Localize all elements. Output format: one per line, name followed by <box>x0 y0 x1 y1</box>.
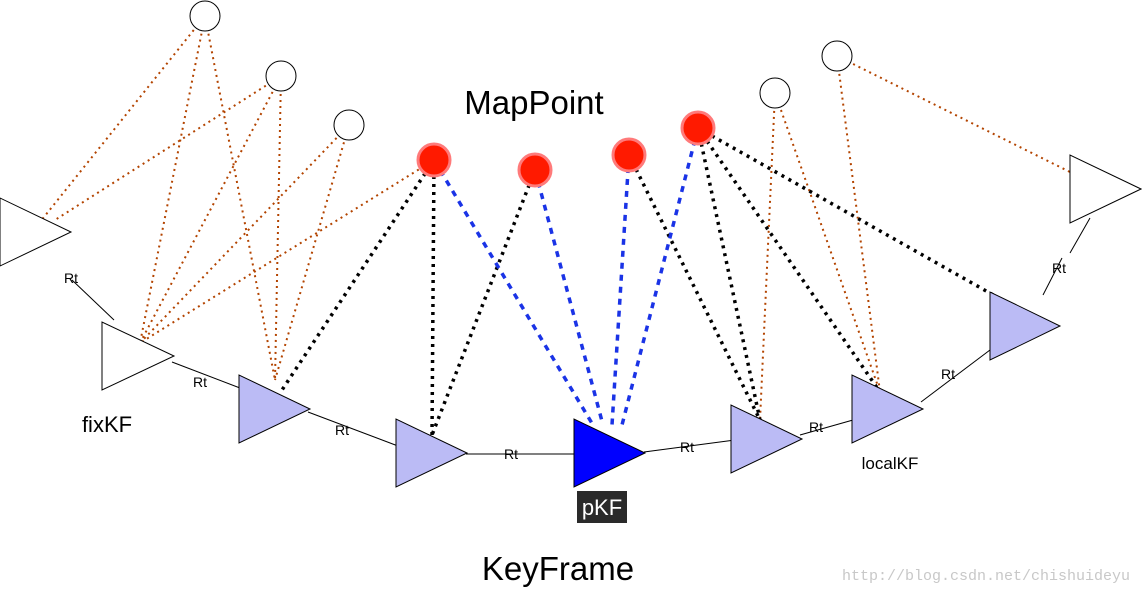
rt-label: Rt <box>64 270 78 286</box>
rt-label: Rt <box>504 446 518 462</box>
active-mappoint <box>416 142 452 178</box>
mappoint <box>189 0 221 32</box>
fixed-keyframe <box>1069 154 1142 224</box>
fixed-keyframes <box>0 154 1142 391</box>
rt-label: Rt <box>193 374 207 390</box>
local-observation-lines <box>278 126 996 436</box>
rt-label: Rt <box>809 419 823 435</box>
mappoint <box>821 40 853 72</box>
local-keyframe <box>395 418 469 488</box>
mappoint <box>265 60 297 92</box>
mappoint-label: MapPoint <box>464 84 603 121</box>
fixkf-label: fixKF <box>82 412 132 437</box>
mappoint <box>759 77 791 109</box>
current-keyframe-pkf <box>573 418 647 488</box>
local-keyframe <box>989 291 1062 361</box>
fixed-keyframe <box>101 321 176 391</box>
rt-label: Rt <box>941 366 955 382</box>
keyframe-label: KeyFrame <box>482 550 634 587</box>
local-keyframe <box>851 374 925 444</box>
active-mappoints <box>416 110 716 188</box>
local-keyframe <box>238 374 312 444</box>
active-mappoint <box>680 110 716 146</box>
active-mappoint <box>517 152 553 188</box>
fixed-keyframe <box>0 197 73 267</box>
keyframe-edges <box>71 217 1091 455</box>
rt-label: Rt <box>680 439 694 455</box>
active-mappoint <box>611 137 647 173</box>
pkf-label-background <box>577 491 627 523</box>
edge-labels: Rt Rt Rt Rt Rt Rt Rt Rt <box>64 260 1066 462</box>
watermark: http://blog.csdn.net/chishuideyu <box>842 568 1130 585</box>
rt-label: Rt <box>1052 260 1066 276</box>
rt-label: Rt <box>335 422 349 438</box>
mappoint <box>333 109 365 141</box>
pkf-label: pKF <box>582 495 622 520</box>
local-keyframe <box>730 404 804 474</box>
current-observation-lines <box>432 127 700 426</box>
localkf-label: localKF <box>862 454 919 473</box>
inactive-mappoints <box>189 0 853 141</box>
pkf-label-group: pKF <box>577 491 627 523</box>
fixed-observation-lines <box>39 15 1071 421</box>
local-keyframes <box>238 291 1062 488</box>
